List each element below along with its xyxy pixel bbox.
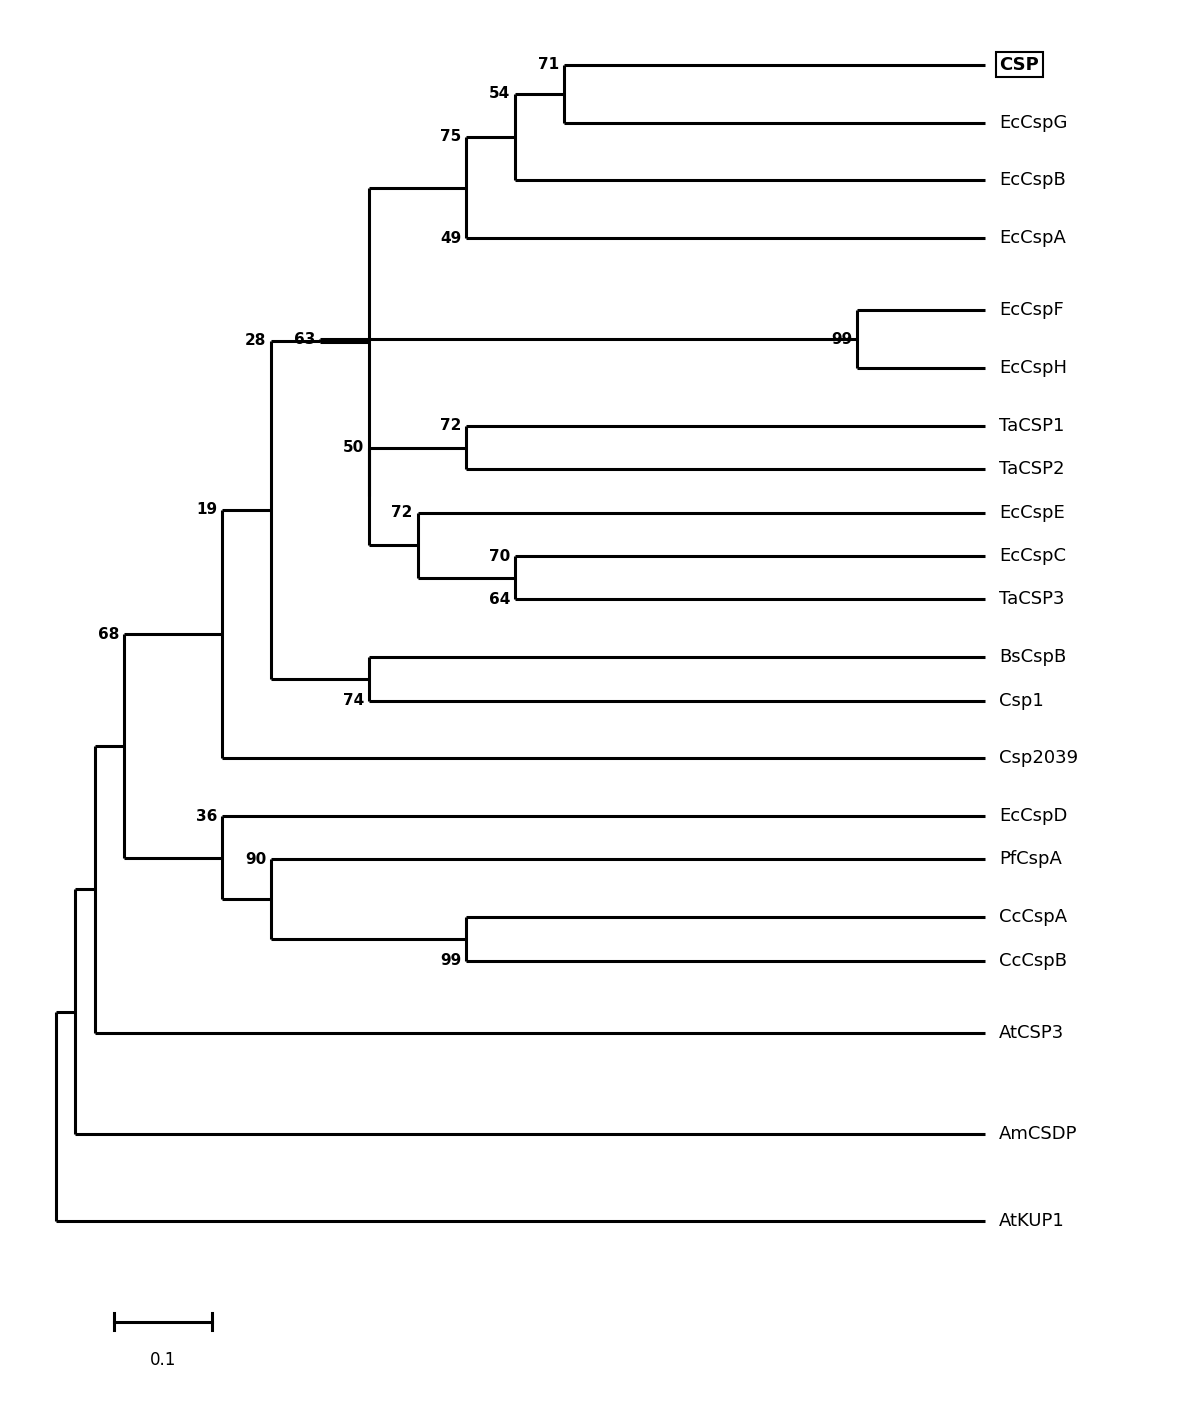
- Text: 99: 99: [440, 953, 462, 968]
- Text: 75: 75: [440, 129, 462, 144]
- Text: 99: 99: [831, 332, 852, 347]
- Text: 64: 64: [489, 591, 510, 607]
- Text: AtCSP3: AtCSP3: [999, 1024, 1065, 1042]
- Text: EcCspD: EcCspD: [999, 807, 1067, 825]
- Text: Csp1: Csp1: [999, 692, 1043, 709]
- Text: EcCspA: EcCspA: [999, 230, 1066, 247]
- Text: 72: 72: [440, 419, 462, 433]
- Text: 90: 90: [245, 852, 266, 867]
- Text: 54: 54: [489, 85, 510, 101]
- Text: 72: 72: [392, 506, 413, 520]
- Text: EcCspE: EcCspE: [999, 504, 1065, 521]
- Text: BsCspB: BsCspB: [999, 649, 1066, 665]
- Text: 28: 28: [245, 333, 266, 347]
- Text: AtKUP1: AtKUP1: [999, 1212, 1065, 1230]
- Text: EcCspF: EcCspF: [999, 301, 1064, 319]
- Text: EcCspG: EcCspG: [999, 113, 1067, 132]
- Text: AmCSDP: AmCSDP: [999, 1125, 1078, 1143]
- Text: CSP: CSP: [999, 56, 1039, 74]
- Text: EcCspH: EcCspH: [999, 359, 1067, 377]
- Text: 19: 19: [196, 502, 217, 517]
- Text: EcCspB: EcCspB: [999, 171, 1066, 189]
- Text: 50: 50: [343, 440, 363, 455]
- Text: CcCspB: CcCspB: [999, 951, 1067, 969]
- Text: 63: 63: [293, 332, 315, 347]
- Text: PfCspA: PfCspA: [999, 850, 1062, 869]
- Text: 71: 71: [538, 57, 559, 73]
- Text: TaCSP2: TaCSP2: [999, 461, 1065, 478]
- Text: TaCSP3: TaCSP3: [999, 590, 1065, 608]
- Text: 49: 49: [440, 231, 462, 245]
- Text: 0.1: 0.1: [151, 1351, 177, 1369]
- Text: Csp2039: Csp2039: [999, 750, 1078, 768]
- Text: 70: 70: [489, 549, 510, 563]
- Text: TaCSP1: TaCSP1: [999, 417, 1065, 434]
- Text: 68: 68: [99, 626, 120, 642]
- Text: 74: 74: [343, 693, 363, 708]
- Text: 36: 36: [196, 808, 217, 824]
- Text: EcCspC: EcCspC: [999, 546, 1066, 565]
- Text: CcCspA: CcCspA: [999, 908, 1067, 926]
